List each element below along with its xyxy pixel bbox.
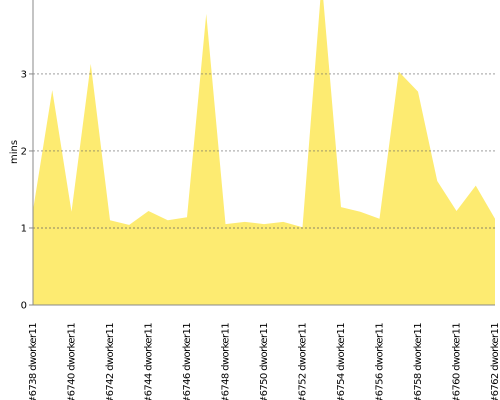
x-tick-label: #6756 dworker11 bbox=[375, 323, 386, 400]
x-tick-label: #6746 dworker11 bbox=[182, 323, 193, 400]
x-tick-label: #6758 dworker11 bbox=[413, 323, 424, 400]
y-axis-label: mins bbox=[9, 140, 20, 164]
y-tick-label: 0 bbox=[21, 301, 27, 312]
y-tick-label: 2 bbox=[21, 146, 27, 157]
plot-area bbox=[33, 0, 495, 305]
x-tick-label: #6760 dworker11 bbox=[452, 323, 463, 400]
y-tick-label: 1 bbox=[21, 223, 27, 234]
x-tick-label: #6744 dworker11 bbox=[144, 323, 155, 400]
x-tick-label: #6754 dworker11 bbox=[336, 323, 347, 400]
x-tick-label: #6742 dworker11 bbox=[105, 323, 116, 400]
area bbox=[33, 0, 495, 305]
x-tick-label: #6752 dworker11 bbox=[298, 323, 309, 400]
x-tick-label: #6762 dworker11 bbox=[490, 323, 500, 400]
x-tick-label: #6748 dworker11 bbox=[221, 323, 232, 400]
x-tick-label: #6750 dworker11 bbox=[259, 323, 270, 400]
x-tick-label: #6740 dworker11 bbox=[67, 323, 78, 400]
x-tick-label: #6738 dworker11 bbox=[28, 323, 39, 400]
y-tick-label: 3 bbox=[21, 69, 27, 80]
